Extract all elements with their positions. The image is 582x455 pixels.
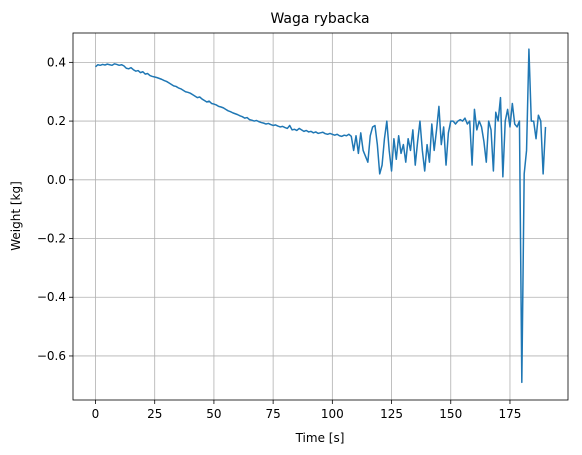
x-tick-label: 100 (321, 407, 344, 421)
data-line (95, 48, 547, 384)
x-tick-label: 75 (265, 407, 280, 421)
chart-title: Waga rybacka (270, 11, 369, 27)
y-axis-label: Weight [kg] (9, 181, 23, 251)
x-tick-label: 150 (439, 407, 462, 421)
y-tick-label: −0.6 (37, 349, 66, 363)
x-tick-label: 50 (206, 407, 221, 421)
y-tick-label: −0.4 (37, 290, 66, 304)
y-tick-label: −0.2 (37, 232, 66, 246)
plot-frame (72, 32, 569, 401)
y-tick-label: 0.2 (47, 114, 66, 128)
x-tick-label: 125 (380, 407, 403, 421)
y-tick-label: 0.4 (47, 55, 66, 69)
x-axis-label: Time [s] (295, 431, 345, 445)
x-tick-label: 0 (92, 407, 100, 421)
x-tick-label: 25 (147, 407, 162, 421)
y-tick-label: 0.0 (47, 173, 66, 187)
x-tick-label: 175 (499, 407, 522, 421)
